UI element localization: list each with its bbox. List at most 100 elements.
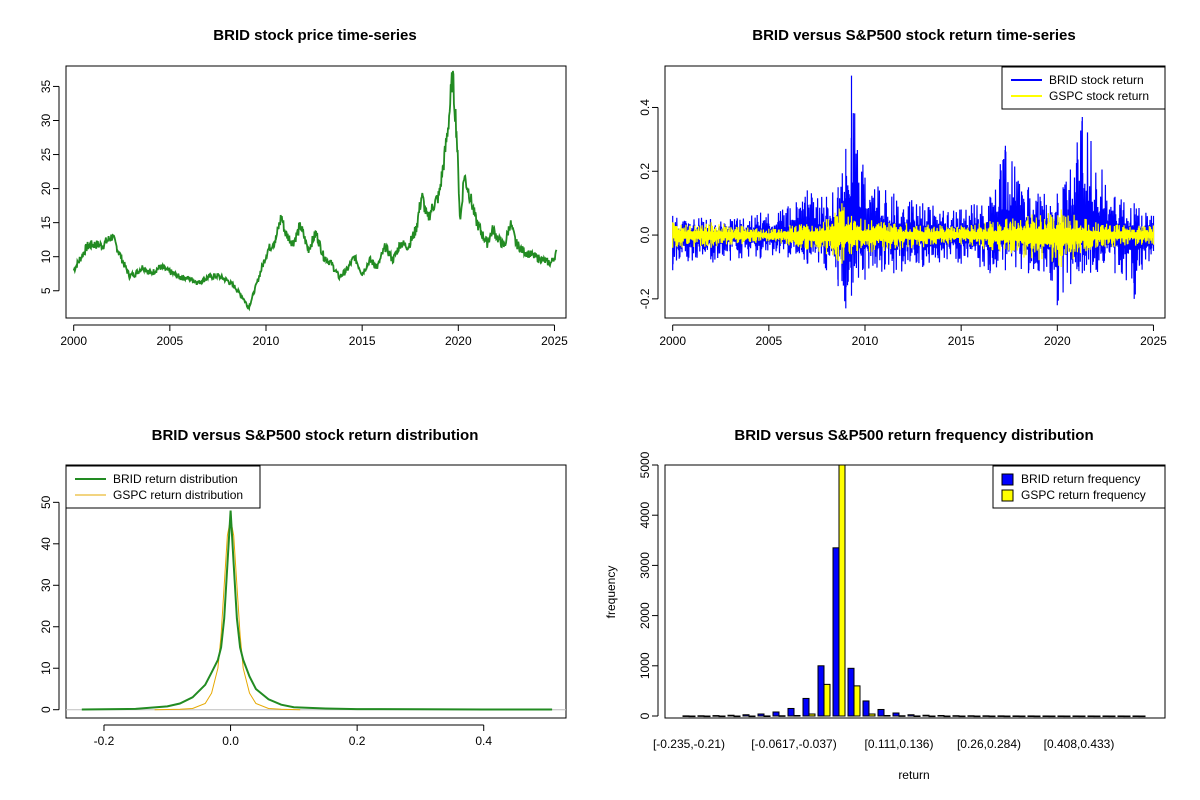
frequency-panel: BRID versus S&P500 return frequency dist… (604, 427, 1166, 782)
frequency-x-tick-label: [0.26,0.284) (957, 737, 1021, 751)
brid-frequency-bar (832, 547, 840, 717)
brid-frequency-bar (772, 711, 780, 717)
brid-frequency-bar (1102, 715, 1110, 718)
density-y-tick-label: 50 (39, 495, 53, 509)
returns-y-tick-label: 0.0 (638, 226, 652, 243)
price-y-tick-label: 20 (39, 182, 53, 196)
brid-density-line (81, 510, 553, 711)
price-y-tick-label: 15 (39, 216, 53, 230)
gspc-frequency-bar (1063, 715, 1071, 718)
price-chart-title: BRID stock price time-series (213, 27, 416, 44)
brid-frequency-bar (1042, 715, 1050, 718)
price-x-tick-label: 2005 (156, 334, 183, 348)
legend-label: BRID return frequency (1021, 472, 1140, 486)
gspc-frequency-bar (733, 715, 741, 718)
frequency-y-tick-label: 5000 (638, 451, 652, 478)
brid-frequency-bar (757, 713, 765, 717)
brid-frequency-bar (967, 715, 975, 717)
brid-frequency-bar (982, 715, 990, 717)
frequency-x-tick-label: [0.111,0.136) (865, 737, 934, 751)
price-x-tick-label: 2020 (445, 334, 472, 348)
frequency-y-axis-label: frequency (604, 566, 618, 619)
brid-frequency-bar (1072, 715, 1080, 718)
returns-y-tick-label: 0.2 (638, 163, 652, 180)
frequency-y-tick-label: 4000 (638, 502, 652, 529)
gspc-frequency-bar (823, 683, 831, 717)
density-y-tick-label: 0 (39, 706, 53, 713)
price-plot-box (65, 65, 567, 319)
returns-x-tick-label: 2010 (852, 334, 879, 348)
price-y-tick-label: 35 (39, 79, 53, 93)
brid-frequency-bar (997, 715, 1005, 717)
brid-frequency-bar (1117, 715, 1125, 718)
gspc-frequency-bar (883, 714, 891, 717)
returns-y-tick-label: -0.2 (638, 288, 652, 309)
gspc-frequency-bar (928, 715, 936, 718)
price-x-tick-label: 2000 (60, 334, 87, 348)
brid-frequency-bar (802, 697, 810, 717)
gspc-frequency-bar (838, 464, 846, 717)
legend-box (992, 465, 1166, 509)
returns-x-tick-label: 2000 (659, 334, 686, 348)
gspc-frequency-bar (1003, 715, 1011, 718)
frequency-x-tick-label: [0.408,0.433) (1044, 737, 1115, 751)
gspc-frequency-bar (1108, 715, 1116, 718)
frequency-chart-title: BRID versus S&P500 return frequency dist… (734, 427, 1093, 444)
returns-plot-box (664, 65, 1166, 319)
price-x-tick-label: 2010 (253, 334, 280, 348)
brid-frequency-bar (937, 714, 945, 717)
density-x-tick-label: 0.0 (222, 734, 239, 748)
brid-frequency-bar (787, 707, 795, 717)
brid-frequency-bar (922, 714, 930, 717)
brid-frequency-bar (907, 714, 915, 717)
returns-x-tick-label: 2005 (755, 334, 782, 348)
gspc-frequency-bar (793, 714, 801, 717)
gspc-density-line (154, 518, 301, 711)
gspc-frequency-bar (1093, 715, 1101, 718)
frequency-y-tick-label: 2000 (638, 602, 652, 629)
brid-frequency-bar (847, 667, 855, 717)
gspc-frequency-bar (808, 713, 816, 717)
returns-y-tick-label: 0.4 (638, 99, 652, 116)
brid-frequency-bar (877, 708, 885, 717)
frequency-y-tick-label: 3000 (638, 552, 652, 579)
density-x-tick-label: 0.2 (349, 734, 366, 748)
brid-frequency-bar (742, 714, 750, 717)
gspc-frequency-bar (718, 715, 726, 718)
legend-label: GSPC stock return (1049, 89, 1149, 103)
brid-frequency-bar (712, 715, 720, 717)
price-y-tick-label: 5 (39, 287, 53, 294)
price-y-tick-label: 10 (39, 250, 53, 264)
price-panel: BRID stock price time-series 2000 2005 201… (39, 27, 568, 348)
gspc-frequency-bar (703, 715, 711, 718)
frequency-x-axis-label: return (898, 768, 929, 782)
legend-box (65, 465, 261, 509)
brid-frequency-bar (697, 715, 705, 717)
brid-frequency-bar (1087, 715, 1095, 718)
density-plot-box (65, 464, 567, 719)
gspc-frequency-bar (748, 715, 756, 718)
gspc-frequency-bar (1123, 715, 1131, 718)
frequency-x-tick-label: [-0.0617,-0.037) (751, 737, 836, 751)
gspc-frequency-bar (898, 715, 906, 717)
price-y-tick-label: 30 (39, 113, 53, 127)
gspc-frequency-bar (988, 715, 996, 718)
gspc-frequency-bar (973, 715, 981, 718)
brid-frequency-bar (682, 715, 690, 717)
brid-frequency-bar (1132, 715, 1140, 718)
legend-label: GSPC return frequency (1021, 488, 1146, 502)
legend-label: BRID stock return (1049, 73, 1144, 87)
frequency-y-tick-label: 0 (638, 712, 652, 719)
density-y-tick-label: 30 (39, 578, 53, 592)
gspc-frequency-bar (1048, 715, 1056, 718)
frequency-x-tick-label: [-0.235,-0.21) (653, 737, 725, 751)
density-y-tick-label: 10 (39, 661, 53, 675)
brid-frequency-bar (727, 714, 735, 717)
gspc-frequency-bar (913, 715, 921, 717)
gspc-frequency-bar (1033, 715, 1041, 718)
legend-box (1001, 66, 1166, 110)
density-y-tick-label: 40 (39, 537, 53, 551)
frequency-y-tick-label: 1000 (638, 652, 652, 679)
gspc-frequency-bar (943, 715, 951, 718)
